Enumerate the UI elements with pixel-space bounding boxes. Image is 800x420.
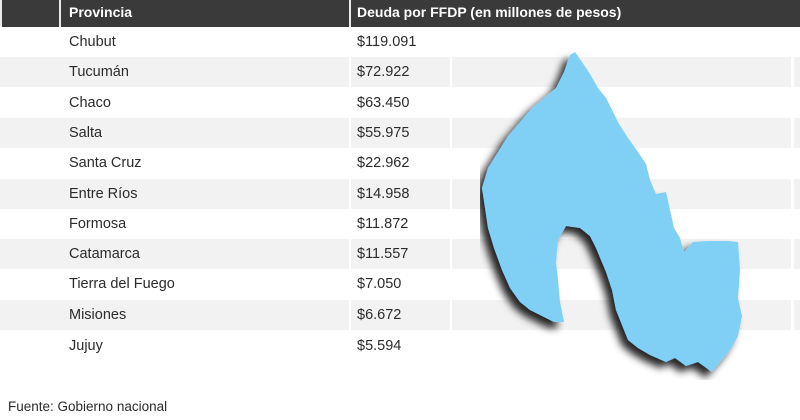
row-divider	[450, 300, 452, 330]
source-note: Fuente: Gobierno nacional	[8, 399, 168, 414]
cell-deuda: $5.594	[357, 338, 402, 354]
cell-deuda: $14.958	[357, 186, 410, 202]
row-divider	[349, 300, 351, 330]
cell-provincia: Jujuy	[69, 338, 103, 354]
table-row: Formosa $11.872	[0, 209, 800, 239]
row-divider	[450, 179, 452, 209]
cell-deuda: $11.872	[357, 216, 409, 232]
table-row: Jujuy $5.594	[0, 331, 800, 361]
cell-deuda: $72.922	[357, 64, 410, 80]
row-divider	[450, 239, 452, 269]
header-edge	[0, 0, 2, 27]
cell-deuda: $11.557	[357, 246, 409, 262]
row-divider	[791, 118, 794, 148]
cell-provincia: Tierra del Fuego	[69, 276, 175, 292]
header-provincia: Provincia	[69, 4, 133, 20]
cell-provincia: Chaco	[69, 95, 111, 111]
header-deuda: Deuda por FFDP (en millones de pesos)	[357, 4, 622, 20]
row-divider	[450, 118, 452, 148]
cell-deuda: $63.450	[357, 95, 410, 111]
cell-provincia: Misiones	[69, 307, 127, 323]
cell-deuda: $22.962	[357, 155, 410, 171]
cell-provincia: Tucumán	[69, 64, 129, 80]
cell-deuda: $55.975	[357, 125, 410, 141]
cell-provincia: Chubut	[69, 34, 116, 50]
row-divider	[791, 179, 794, 209]
row-divider	[791, 57, 794, 87]
cell-provincia: Santa Cruz	[69, 155, 142, 171]
row-divider	[791, 300, 794, 330]
cell-deuda: $6.672	[357, 307, 402, 323]
table-row: Santa Cruz $22.962	[0, 148, 800, 178]
jujuy-province-map-icon	[482, 52, 742, 372]
row-divider	[791, 239, 794, 269]
table-row: Tucumán $72.922	[0, 57, 800, 87]
row-divider	[349, 179, 351, 209]
cell-provincia: Salta	[69, 125, 103, 141]
table-header: Provincia Deuda por FFDP (en millones de…	[0, 0, 800, 27]
cell-deuda: $119.091	[357, 34, 417, 50]
row-divider	[349, 57, 351, 87]
row-divider	[349, 118, 351, 148]
header-divider	[59, 0, 61, 27]
table-row: Chubut $119.091	[0, 27, 800, 57]
header-divider	[349, 0, 351, 27]
cell-provincia: Catamarca	[69, 246, 140, 262]
cell-deuda: $7.050	[357, 276, 402, 292]
table-row: Salta $55.975	[0, 118, 800, 148]
row-divider	[349, 239, 351, 269]
cell-provincia: Formosa	[69, 216, 127, 232]
table-row: Chaco $63.450	[0, 88, 800, 118]
row-divider	[450, 57, 452, 87]
cell-provincia: Entre Ríos	[69, 186, 138, 202]
table-row: Tierra del Fuego $7.050	[0, 269, 800, 299]
